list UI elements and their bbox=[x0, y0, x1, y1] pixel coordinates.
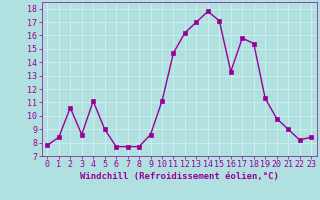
X-axis label: Windchill (Refroidissement éolien,°C): Windchill (Refroidissement éolien,°C) bbox=[80, 172, 279, 181]
